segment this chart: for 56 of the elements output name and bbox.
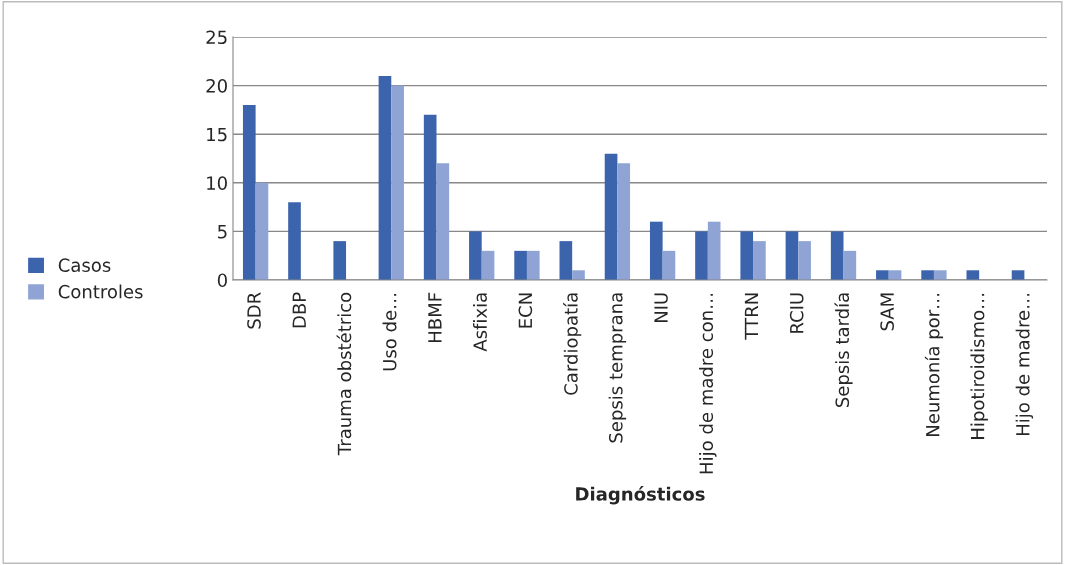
bar bbox=[830, 231, 844, 280]
bar bbox=[921, 270, 934, 280]
y-tick-label: 25 bbox=[206, 30, 227, 45]
x-axis-title: Diagnósticos bbox=[576, 486, 705, 505]
x-tick-label: NIU bbox=[654, 293, 668, 323]
x-tick-label: Sepsis tardía bbox=[834, 293, 853, 408]
x-tick-label: HBMF bbox=[428, 292, 442, 342]
bar bbox=[255, 182, 269, 280]
x-tick-label: Neumonía por… bbox=[924, 293, 944, 436]
x-tick-label: Sepsis temprana bbox=[608, 293, 627, 443]
bar bbox=[662, 250, 676, 280]
x-tick-label: Cardiopatía bbox=[563, 293, 582, 395]
x-tick-label: RCIU bbox=[789, 293, 804, 333]
bar bbox=[436, 163, 450, 280]
bar bbox=[423, 114, 437, 280]
bar bbox=[242, 105, 256, 280]
x-tick-label: TTRN bbox=[744, 293, 759, 340]
bar bbox=[469, 231, 482, 280]
bar bbox=[559, 241, 573, 280]
bar bbox=[798, 241, 811, 280]
y-tick-label: 0 bbox=[217, 273, 227, 288]
x-tick-label: Uso de… bbox=[382, 293, 397, 371]
bar bbox=[288, 202, 301, 280]
bar bbox=[333, 241, 347, 280]
bar bbox=[481, 250, 495, 280]
bar bbox=[649, 221, 663, 280]
bar bbox=[514, 250, 527, 280]
bar bbox=[604, 153, 618, 280]
x-tick-label: SDR bbox=[247, 292, 261, 329]
legend-label: Casos bbox=[58, 258, 111, 272]
bar bbox=[391, 85, 404, 280]
y-tick-label: 5 bbox=[218, 225, 227, 239]
bar bbox=[695, 231, 708, 280]
legend-label: Controles bbox=[58, 284, 143, 299]
x-tick-label: DBP bbox=[292, 292, 306, 328]
bar bbox=[876, 270, 889, 280]
bar bbox=[843, 250, 857, 280]
x-tick-label: Hijo de madre… bbox=[1015, 293, 1034, 436]
bar bbox=[740, 231, 754, 280]
x-tick-label: Hijo de madre con… bbox=[699, 293, 717, 474]
bar bbox=[785, 231, 799, 280]
bar bbox=[617, 163, 631, 280]
bar bbox=[933, 270, 947, 280]
x-tick-label: Hipotiroidismo… bbox=[970, 293, 988, 439]
bar bbox=[707, 221, 721, 280]
x-tick-label: SAM bbox=[880, 293, 894, 331]
x-tick-label: Trauma obstétrico bbox=[336, 292, 352, 456]
x-tick-label: Asfixia bbox=[472, 293, 487, 352]
bar bbox=[378, 75, 392, 280]
y-tick-label: 15 bbox=[207, 127, 227, 142]
y-tick-label: 20 bbox=[206, 79, 227, 93]
bar bbox=[572, 270, 585, 280]
bar bbox=[526, 250, 540, 280]
y-tick-label: 10 bbox=[207, 176, 227, 190]
bar bbox=[753, 241, 766, 280]
x-tick-label: ECN bbox=[518, 293, 533, 328]
